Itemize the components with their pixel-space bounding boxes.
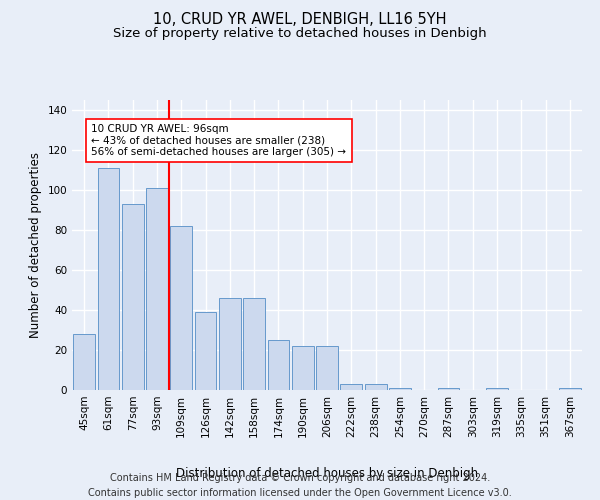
Text: Size of property relative to detached houses in Denbigh: Size of property relative to detached ho…: [113, 28, 487, 40]
Bar: [146, 188, 168, 390]
Bar: [73, 334, 95, 390]
Bar: [194, 312, 217, 390]
Text: Distribution of detached houses by size in Denbigh: Distribution of detached houses by size …: [176, 467, 478, 480]
Y-axis label: Number of detached properties: Number of detached properties: [29, 152, 42, 338]
Bar: [219, 298, 241, 390]
Text: Contains HM Land Registry data © Crown copyright and database right 2024.
Contai: Contains HM Land Registry data © Crown c…: [88, 472, 512, 498]
Bar: [243, 298, 265, 390]
Bar: [389, 388, 411, 390]
Bar: [316, 346, 338, 390]
Bar: [559, 388, 581, 390]
Bar: [97, 168, 119, 390]
Bar: [122, 204, 143, 390]
Text: 10, CRUD YR AWEL, DENBIGH, LL16 5YH: 10, CRUD YR AWEL, DENBIGH, LL16 5YH: [153, 12, 447, 28]
Bar: [486, 388, 508, 390]
Bar: [170, 226, 192, 390]
Bar: [365, 384, 386, 390]
Text: 10 CRUD YR AWEL: 96sqm
← 43% of detached houses are smaller (238)
56% of semi-de: 10 CRUD YR AWEL: 96sqm ← 43% of detached…: [91, 124, 346, 157]
Bar: [437, 388, 460, 390]
Bar: [292, 346, 314, 390]
Bar: [268, 340, 289, 390]
Bar: [340, 384, 362, 390]
